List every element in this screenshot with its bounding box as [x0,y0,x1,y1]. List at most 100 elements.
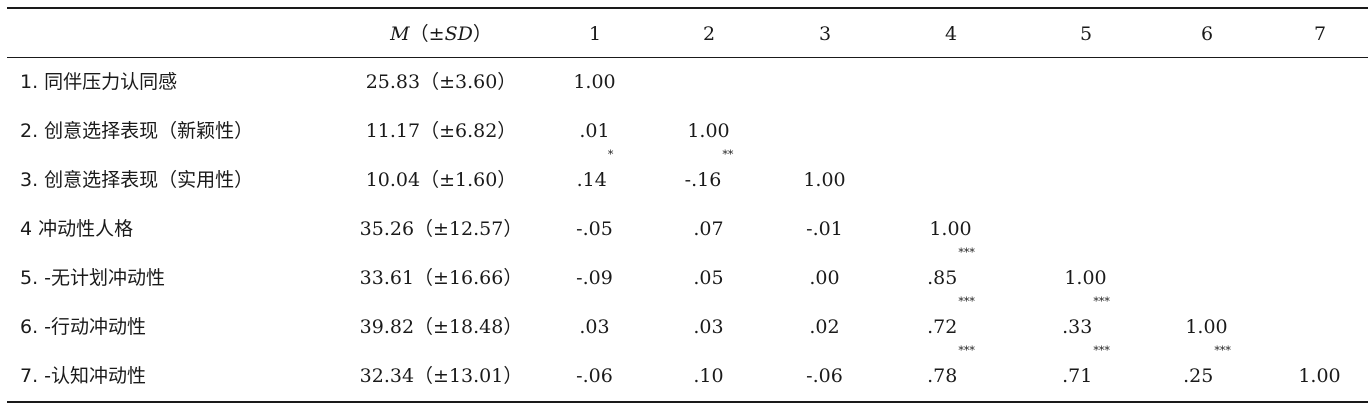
correlation-cell: 1.00 [1046,254,1126,303]
table-header-rule [7,57,1368,58]
correlation-value: .33 [1062,316,1093,338]
header-msd-sd: SD [444,23,473,45]
correlation-cell: .85*** [911,247,991,303]
correlation-value: .71 [1062,365,1093,387]
table-body: 1. 同伴压力认同感 25.83（±3.60） 1.00 2. 创意选择表现（新颖性）… [7,58,1368,401]
correlation-value: .03 [579,316,610,338]
correlation-table: M（±SD） 1 2 3 4 5 6 7 1. 同伴压力认同感 25.83（±3.… [7,7,1368,403]
correlation-cell: .25*** [1167,345,1247,401]
significance-stars: *** [1214,344,1231,357]
correlation-value: 1.00 [803,169,846,191]
header-col-2: 2 [702,23,716,45]
correlation-cell: .78*** [911,345,991,401]
correlation-cell [1167,58,1247,107]
correlation-value: .03 [693,316,724,338]
correlation-cell: 1.00 [555,58,635,107]
correlation-cell: -.01 [785,205,865,254]
header-col-6: 6 [1200,23,1214,45]
row-mean-sd: 11.17（±6.82） [365,120,517,142]
header-col-1: 1 [588,23,602,45]
correlation-value: 1.00 [687,120,730,142]
significance-stars: *** [958,344,975,357]
row-label: 6. -行动冲动性 [20,316,147,338]
row-mean-sd: 32.34（±13.01） [359,365,523,387]
correlation-cell: .07 [669,205,749,254]
significance-stars: *** [958,295,975,308]
correlation-cell: .05 [669,254,749,303]
correlation-cell: -.05 [555,205,635,254]
significance-stars: ** [722,148,734,161]
correlation-cell [1280,156,1360,205]
correlation-cell [1280,303,1360,352]
row-mean-sd: 39.82（±18.48） [359,316,523,338]
correlation-cell: .00 [785,254,865,303]
correlation-value: -.06 [806,365,843,387]
header-col-3: 3 [818,23,832,45]
row-mean-sd: 35.26（±12.57） [359,218,523,240]
correlation-value: -.06 [576,365,613,387]
correlation-cell: .02 [785,303,865,352]
row-label: 3. 创意选择表现（实用性） [20,169,254,191]
row-label: 4 冲动性人格 [20,218,134,240]
header-col-4: 4 [944,23,958,45]
correlation-cell [1280,58,1360,107]
correlation-cell: -.09 [555,254,635,303]
correlation-cell [785,107,865,156]
correlation-cell: 1.00 [911,205,991,254]
correlation-cell [1046,156,1126,205]
correlation-cell [1280,107,1360,156]
correlation-value: -.09 [576,267,613,289]
header-msd: M（±SD） [340,9,542,57]
correlation-value: 1.00 [1064,267,1107,289]
correlation-cell: .14* [555,149,635,205]
header-col-5: 5 [1079,23,1093,45]
correlation-value: -.01 [806,218,843,240]
correlation-cell [1046,205,1126,254]
correlation-cell [911,58,991,107]
correlation-value: .10 [693,365,724,387]
header-msd-m: M [390,23,410,45]
table-row: 3. 创意选择表现（实用性） 10.04（±1.60） .14* -.16** 1.00 [7,149,1368,205]
table-row: 4 冲动性人格 35.26（±12.57） -.05 .07 -.01 1.00 [7,205,1368,254]
header-col-7: 7 [1313,23,1327,45]
correlation-cell: 1.00 [785,156,865,205]
row-label: 7. -认知冲动性 [20,365,147,387]
correlation-cell: .01 [555,107,635,156]
significance-stars: *** [958,246,975,259]
table-row: 1. 同伴压力认同感 25.83（±3.60） 1.00 [7,58,1368,107]
correlation-value: .05 [693,267,724,289]
correlation-cell [1280,205,1360,254]
correlation-value: .25 [1183,365,1214,387]
significance-stars: * [607,148,614,161]
correlation-value: 1.00 [1298,365,1341,387]
correlation-cell: -.06 [785,352,865,401]
correlation-cell [1280,254,1360,303]
correlation-value: 1.00 [1185,316,1228,338]
correlation-cell [1046,58,1126,107]
correlation-cell: .10 [669,352,749,401]
correlation-cell: .71*** [1046,345,1126,401]
correlation-cell: .72*** [911,296,991,352]
correlation-value: .07 [693,218,724,240]
correlation-value: -.05 [576,218,613,240]
correlation-value: .78 [927,365,958,387]
header-msd-close: ） [472,23,492,45]
correlation-cell [911,107,991,156]
correlation-cell [1167,205,1247,254]
correlation-cell: -.16** [669,149,749,205]
correlation-value: .14 [576,169,607,191]
correlation-cell [669,58,749,107]
correlation-cell: .03 [669,303,749,352]
correlation-value: .00 [809,267,840,289]
table-row: 6. -行动冲动性 39.82（±18.48） .03 .03 .02 .72*** .33… [7,296,1368,352]
correlation-value: .01 [579,120,610,142]
correlation-cell: .03 [555,303,635,352]
table-row: 2. 创意选择表现（新颖性） 11.17（±6.82） .01 1.00 [7,107,1368,156]
correlation-cell [1167,156,1247,205]
correlation-cell [1167,107,1247,156]
table-row: 7. -认知冲动性 32.34（±13.01） -.06.10 -.06.78***.… [7,345,1368,401]
correlation-value: 1.00 [573,71,616,93]
row-label: 2. 创意选择表现（新颖性） [20,120,254,142]
significance-stars: *** [1093,344,1110,357]
correlation-cell: 1.00 [1280,352,1360,401]
